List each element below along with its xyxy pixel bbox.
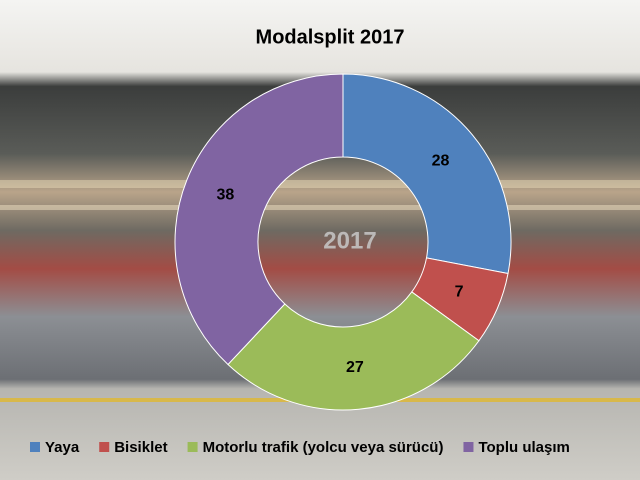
legend: Yaya Bisiklet Motorlu trafik (yolcu veya s…: [30, 439, 570, 456]
legend-marker: [463, 442, 474, 452]
legend-label: Toplu ulaşım: [478, 439, 569, 456]
donut-slice: [227, 291, 480, 411]
light-streak: [0, 205, 640, 210]
legend-label: Bisiklet: [114, 439, 167, 456]
donut-slice: [174, 73, 344, 366]
center-label: 2017: [323, 227, 376, 254]
data-label: 7: [455, 283, 464, 300]
data-label: 27: [346, 359, 364, 376]
chart-title: Modalsplit 2017: [256, 26, 405, 48]
legend-label: Motorlu trafik (yolcu veya sürücü): [203, 439, 444, 456]
donut: 28 7 27 38: [174, 73, 512, 411]
legend-marker: [30, 442, 40, 452]
data-label: 28: [432, 153, 450, 170]
data-label: 38: [216, 187, 234, 204]
light-streak: [0, 180, 640, 188]
legend-marker: [187, 442, 198, 452]
legend-marker: [99, 442, 110, 452]
legend-label: Yaya: [45, 439, 80, 456]
donut-slice: [342, 73, 512, 275]
